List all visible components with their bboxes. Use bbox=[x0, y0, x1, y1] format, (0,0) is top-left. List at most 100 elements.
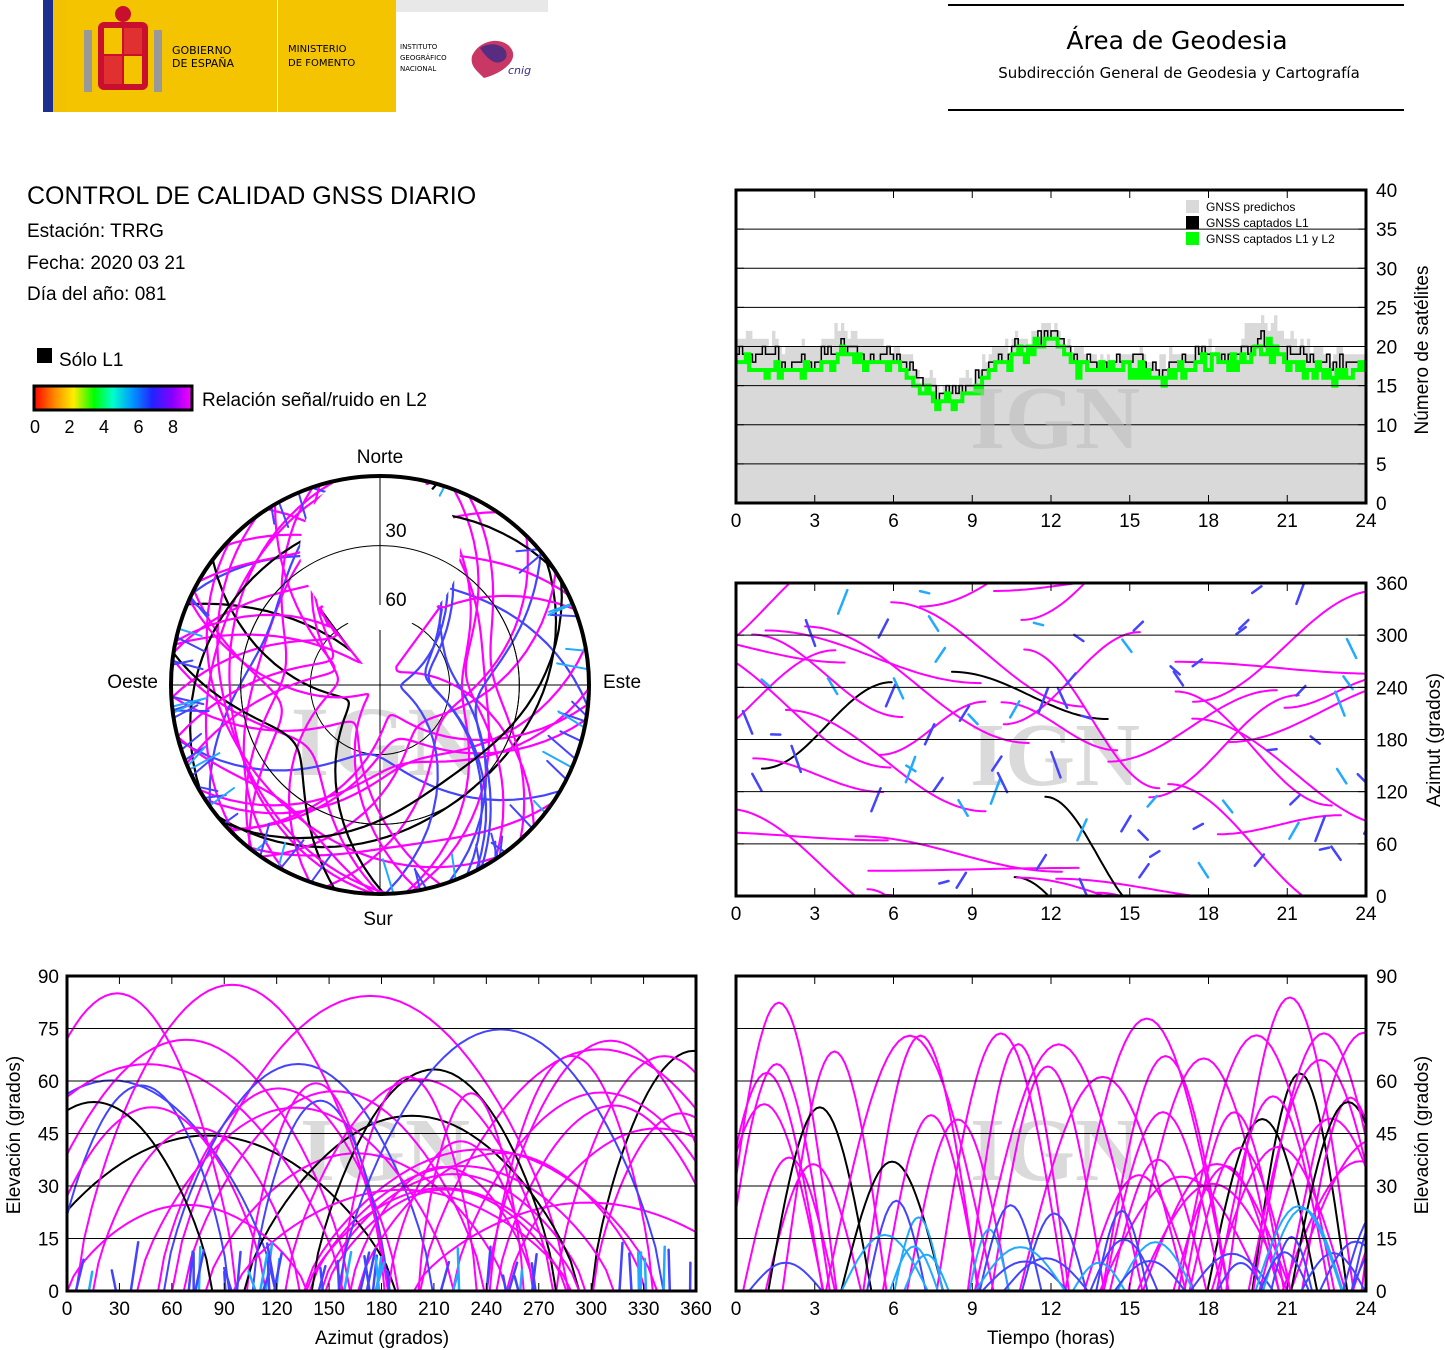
satellite-track bbox=[919, 583, 991, 608]
x-tick-label: 240 bbox=[470, 1299, 502, 1320]
satellite-track bbox=[836, 588, 849, 615]
satellite-track bbox=[194, 1248, 206, 1291]
satellite-track bbox=[547, 734, 577, 760]
x-tick-labels: 0 3 6 9 12 15 18 21 24 bbox=[731, 976, 1377, 1320]
satellite-track bbox=[1216, 814, 1342, 836]
satellite-track bbox=[790, 744, 803, 774]
satellite-track bbox=[938, 879, 950, 885]
ring-label: 30 bbox=[385, 521, 406, 542]
satellite-track bbox=[764, 629, 982, 685]
satellite-track bbox=[188, 598, 210, 616]
satellite-track bbox=[1285, 1031, 1366, 1291]
y-tick-label: 35 bbox=[1376, 220, 1397, 241]
x-tick-label: 150 bbox=[313, 1299, 345, 1320]
plot-area: IGN bbox=[736, 583, 1366, 896]
satellite-track bbox=[1335, 767, 1348, 785]
satellite-track bbox=[277, 501, 290, 528]
satellite-track bbox=[405, 477, 472, 894]
x-tick-label: 6 bbox=[888, 1299, 899, 1320]
satellite-track bbox=[488, 1054, 654, 1291]
y-axis-title: Elevación (grados) bbox=[1412, 1056, 1433, 1214]
satellite-track bbox=[881, 1114, 981, 1291]
satellite-track bbox=[1183, 1111, 1286, 1291]
satellite-track bbox=[221, 579, 563, 840]
satellite-track bbox=[1064, 1017, 1230, 1291]
satellite-track bbox=[877, 618, 890, 639]
plot-area: IGN bbox=[67, 983, 696, 1291]
satellite-track bbox=[1020, 583, 1087, 621]
satellite-track bbox=[751, 633, 904, 718]
legend-swatch bbox=[1186, 232, 1199, 245]
snr-legend: Sólo L1 Relación señal/ruido en L2 0 2 4 6 8 bbox=[30, 348, 427, 437]
satellite-track bbox=[854, 835, 1063, 873]
y-tick-label: 30 bbox=[38, 1177, 59, 1198]
satellite-track bbox=[890, 601, 1085, 708]
satellite-track bbox=[308, 1164, 615, 1291]
area-title: Área de Geodesia bbox=[1066, 26, 1287, 55]
satellite-track bbox=[67, 1079, 277, 1291]
ign-logo-line3: NACIONAL bbox=[400, 65, 436, 73]
ministry-logo-line1: MINISTERIO bbox=[288, 44, 347, 55]
satellite-track bbox=[1259, 1251, 1310, 1291]
x-tick-label: 180 bbox=[366, 1299, 398, 1320]
snr-tick-label: 4 bbox=[99, 417, 109, 437]
satellite-track bbox=[1080, 714, 1093, 720]
y-tick-label: 60 bbox=[38, 1072, 59, 1093]
satellite-track bbox=[1216, 1261, 1266, 1291]
x-tick-label: 12 bbox=[1040, 511, 1061, 532]
satellite-track bbox=[451, 1091, 696, 1291]
satellite-track bbox=[413, 868, 428, 890]
gov-logo-line1: GOBIERNO bbox=[172, 44, 232, 57]
y-tick-label: 0 bbox=[1376, 494, 1387, 515]
satellite-track bbox=[337, 1028, 665, 1291]
satellite-track bbox=[1247, 1058, 1366, 1291]
satellite-track bbox=[359, 1251, 371, 1291]
satellite-track bbox=[211, 558, 386, 894]
satellite-track bbox=[1098, 1175, 1265, 1291]
y-tick-label: 180 bbox=[1376, 731, 1408, 752]
y-tick-label: 15 bbox=[1376, 377, 1397, 398]
satellite-track bbox=[1116, 1241, 1195, 1291]
satellite-track bbox=[1169, 665, 1181, 676]
satellite-track bbox=[1102, 1111, 1223, 1291]
y-tick-label: 45 bbox=[38, 1125, 59, 1146]
satellite-track bbox=[176, 735, 377, 894]
satellite-track bbox=[764, 1163, 863, 1291]
satellite-track bbox=[1295, 583, 1306, 606]
satellite-track bbox=[1192, 822, 1205, 831]
grid-lines bbox=[736, 634, 1366, 845]
satellite-track bbox=[284, 1078, 555, 1291]
satellite-track bbox=[67, 992, 238, 1291]
satellite-track bbox=[736, 649, 837, 721]
satellite-track bbox=[196, 785, 219, 792]
solo-l1-swatch bbox=[37, 348, 52, 363]
x-tick-label: 24 bbox=[1355, 511, 1377, 532]
horizon-circle bbox=[169, 474, 591, 896]
satellite-track bbox=[905, 764, 917, 773]
satellite-track bbox=[336, 1259, 341, 1291]
satellite-track bbox=[1206, 1117, 1319, 1291]
satellite-track bbox=[1065, 672, 1077, 686]
cnig-logo-text: cnig bbox=[508, 64, 531, 77]
x-tick-label: 15 bbox=[1119, 511, 1140, 532]
snr-colorbar bbox=[32, 384, 194, 412]
x-tick-label: 3 bbox=[809, 904, 820, 925]
legend-label: GNSS predichos bbox=[1206, 200, 1295, 214]
satellite-track bbox=[968, 1228, 1010, 1291]
satellite-track bbox=[247, 801, 554, 857]
x-tick-label: 0 bbox=[62, 1299, 73, 1320]
satellite-track bbox=[736, 1103, 825, 1291]
y-tick-label: 60 bbox=[1376, 835, 1397, 856]
ign-logo-bar bbox=[396, 0, 548, 12]
satellite-track bbox=[67, 1038, 352, 1291]
satellite-track bbox=[223, 1270, 227, 1291]
satellite-track bbox=[974, 1246, 1066, 1291]
y-tick-label: 75 bbox=[38, 1020, 59, 1041]
satellite-track bbox=[885, 893, 900, 896]
satellite-track bbox=[375, 1255, 383, 1291]
satellite-track bbox=[1237, 618, 1250, 631]
area-header: Área de Geodesia Subdirección General de… bbox=[948, 4, 1404, 111]
x-tick-label: 18 bbox=[1198, 511, 1219, 532]
satellite-track bbox=[1253, 853, 1266, 868]
satellite-track bbox=[643, 1257, 648, 1291]
